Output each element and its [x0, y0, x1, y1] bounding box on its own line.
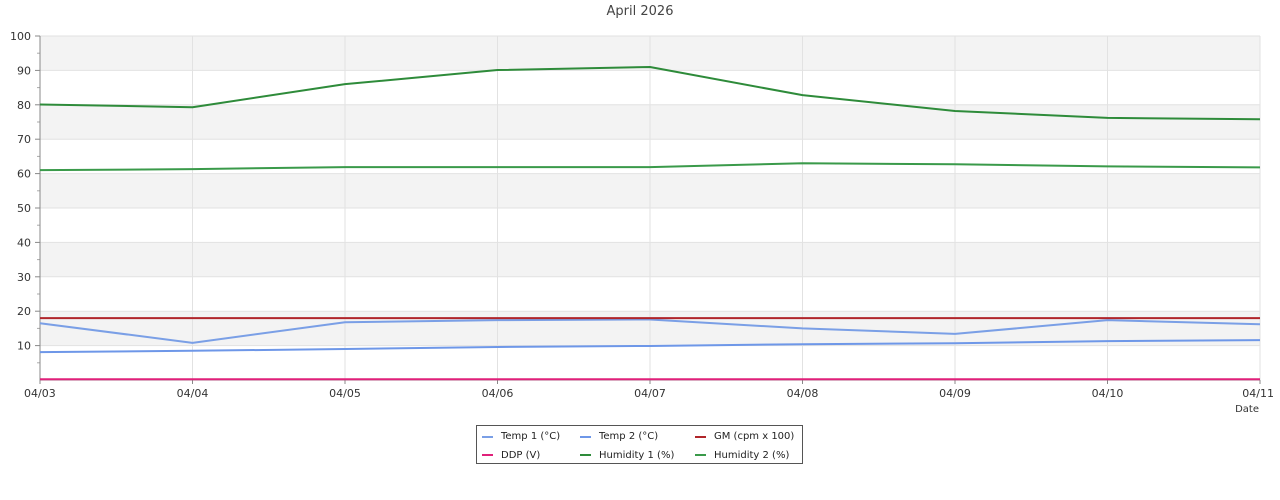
line-chart: 10 20 30 40 50 60 70 80 90 100 04/03 04/04 04/05 04/0… [0, 0, 1280, 420]
legend-label: Temp 1 (°C) [501, 431, 560, 442]
x-tick-label: 04/03 [24, 387, 56, 400]
legend-label: GM (cpm x 100) [714, 431, 794, 442]
y-tick-label: 60 [17, 168, 31, 181]
chart-legend: Temp 1 (°C) Temp 2 (°C) GM (cpm x 100) DDP … [476, 425, 803, 464]
legend-swatch [482, 454, 493, 456]
y-tick-label: 40 [17, 236, 31, 249]
x-tick-label: 04/04 [177, 387, 209, 400]
x-tick-label: 04/11 [1242, 387, 1274, 400]
legend-label: Humidity 1 (%) [599, 450, 674, 461]
y-tick-label: 90 [17, 64, 31, 77]
legend-swatch [695, 454, 706, 456]
legend-label: Temp 2 (°C) [599, 431, 658, 442]
legend-item: Temp 2 (°C) [580, 430, 695, 443]
x-tick-label: 04/07 [634, 387, 666, 400]
x-tick-label: 04/06 [482, 387, 514, 400]
legend-item: Humidity 2 (%) [695, 449, 805, 462]
x-tick-label: 04/05 [329, 387, 361, 400]
y-tick-label: 80 [17, 99, 31, 112]
legend-item: GM (cpm x 100) [695, 430, 805, 443]
legend-swatch [580, 454, 591, 456]
x-tick-label: 04/09 [939, 387, 971, 400]
x-tick-label: 04/10 [1092, 387, 1124, 400]
x-tick-label: 04/08 [787, 387, 819, 400]
legend-item: DDP (V) [482, 449, 580, 462]
legend-label: Humidity 2 (%) [714, 450, 789, 461]
legend-swatch [695, 436, 706, 438]
y-tick-label: 10 [17, 340, 31, 353]
y-tick-label: 70 [17, 133, 31, 146]
legend-swatch [482, 436, 493, 438]
y-tick-label: 100 [10, 30, 31, 43]
legend-swatch [580, 436, 591, 438]
chart-title: April 2026 [607, 4, 674, 19]
y-tick-label: 30 [17, 271, 31, 284]
y-tick-label: 20 [17, 305, 31, 318]
legend-item: Humidity 1 (%) [580, 449, 695, 462]
y-tick-label: 50 [17, 202, 31, 215]
legend-label: DDP (V) [501, 450, 540, 461]
x-axis-title: Date [1235, 404, 1259, 415]
legend-item: Temp 1 (°C) [482, 430, 580, 443]
